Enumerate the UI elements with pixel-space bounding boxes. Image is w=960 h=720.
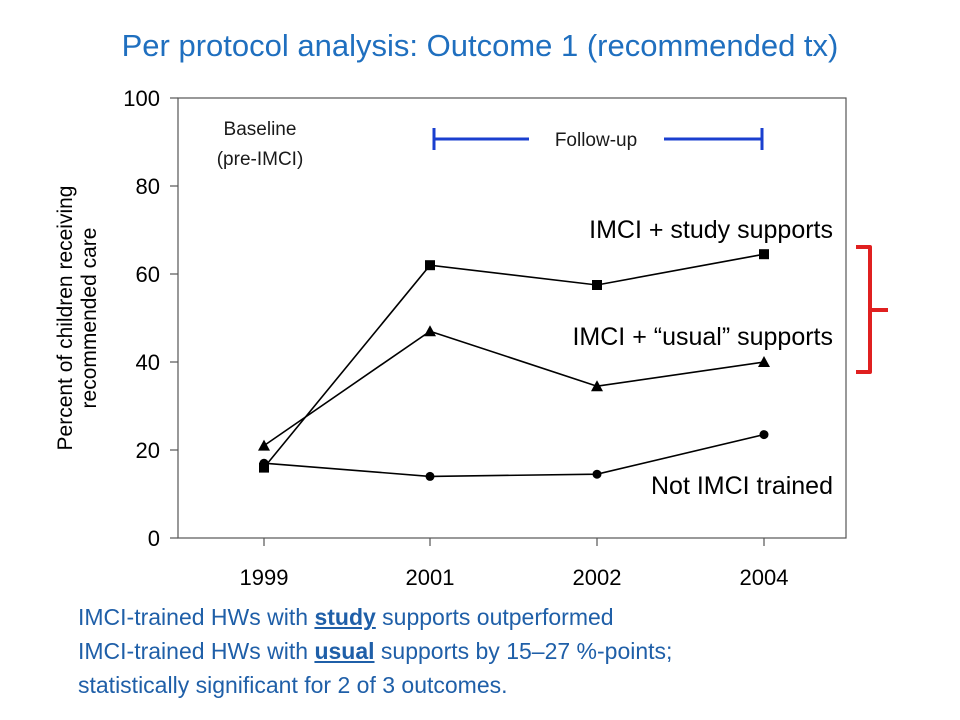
data-point-circle	[259, 458, 269, 468]
y-axis: 0 20 40 60 80 100	[123, 86, 178, 551]
series-2	[258, 325, 770, 451]
data-point-square	[759, 249, 769, 260]
red-bracket	[856, 245, 888, 374]
series-layer	[258, 249, 770, 481]
baseline-annotation-line2: (pre-IMCI)	[217, 149, 304, 170]
data-point-square	[592, 280, 602, 290]
data-point-triangle	[758, 356, 770, 367]
follow-up-bar: Follow-up	[432, 128, 764, 151]
series-3	[259, 430, 769, 481]
slide-title: Per protocol analysis: Outcome 1 (recomm…	[121, 28, 839, 63]
summary-line-1: IMCI-trained HWs with study supports out…	[78, 604, 614, 630]
data-point-triangle	[591, 380, 603, 392]
y-axis-label-line2: recommended care	[78, 228, 101, 409]
y-tick-label: 20	[136, 438, 160, 463]
data-point-circle	[592, 469, 602, 479]
y-tick-label: 0	[148, 526, 160, 551]
x-axis: 1999 2001 2002 2004	[240, 538, 789, 590]
series-line	[263, 433, 765, 478]
y-tick-label: 100	[123, 86, 160, 111]
follow-up-label: Follow-up	[555, 130, 637, 151]
y-tick-label: 80	[136, 174, 160, 199]
x-tick-label: 2001	[406, 565, 455, 590]
series-label-usual: IMCI + “usual” supports	[572, 323, 833, 351]
data-point-square	[425, 260, 435, 271]
summary-line-3: statistically significant for 2 of 3 out…	[78, 672, 508, 698]
data-point-triangle	[258, 439, 270, 451]
series-label-study: IMCI + study supports	[589, 216, 833, 244]
usual-emphasis: usual	[314, 638, 375, 664]
y-axis-label-line1: Percent of children receiving	[54, 186, 77, 451]
data-point-circle	[759, 430, 769, 440]
series-line	[263, 253, 765, 469]
x-tick-label: 2002	[573, 565, 622, 590]
data-point-triangle	[424, 325, 436, 337]
summary-line-2: IMCI-trained HWs with usual supports by …	[78, 638, 673, 664]
baseline-annotation-line1: Baseline	[224, 119, 297, 140]
series-label-not-trained: Not IMCI trained	[651, 472, 833, 500]
plot-area	[177, 97, 847, 539]
y-tick-label: 40	[136, 350, 160, 375]
plot-frame	[177, 97, 847, 539]
summary-text: IMCI-trained HWs with study supports out…	[78, 600, 672, 702]
x-tick-label: 2004	[740, 565, 789, 590]
series-1	[259, 249, 769, 473]
study-emphasis: study	[314, 604, 376, 630]
series-line	[263, 330, 765, 447]
y-tick-label: 60	[136, 262, 160, 287]
data-point-circle	[425, 471, 435, 481]
x-tick-label: 1999	[240, 565, 289, 590]
